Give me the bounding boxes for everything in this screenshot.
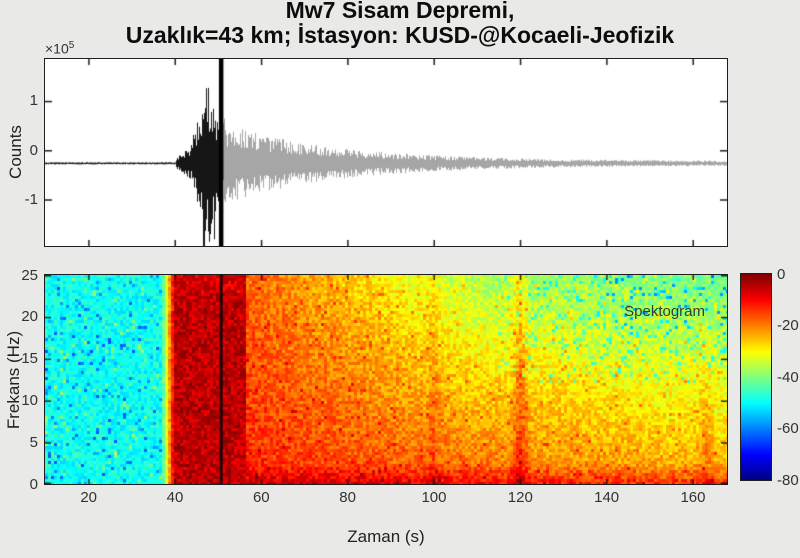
waveform-ylabel: Counts bbox=[6, 125, 25, 179]
spectrogram-xtick-label: 20 bbox=[80, 489, 97, 506]
exponent-power: 5 bbox=[68, 40, 75, 51]
colorbar-tick-label: -80 bbox=[777, 471, 799, 489]
spectrogram-ylabel: Frekans (Hz) bbox=[4, 330, 23, 430]
spectrogram-plot bbox=[44, 274, 728, 485]
title-line-2: Uzaklık=43 km; İstasyon: KUSD-@Kocaeli-J… bbox=[125, 22, 675, 48]
x-axis-label: Zaman (s) bbox=[347, 527, 425, 546]
y-axis-exponent: ×105 bbox=[45, 40, 74, 57]
colorbar-canvas bbox=[741, 274, 771, 480]
spectrogram-ytick-label: 20 bbox=[21, 308, 38, 326]
spectrogram-xtick-label: 160 bbox=[680, 489, 706, 506]
spectrogram-ytick-label: 25 bbox=[21, 266, 38, 284]
spectrogram-xtick-label: 60 bbox=[252, 489, 270, 506]
waveform-canvas bbox=[45, 59, 727, 246]
title-line-1: Mw7 Sisam Depremi, bbox=[285, 0, 515, 23]
exponent-base: ×10 bbox=[45, 40, 69, 57]
colorbar bbox=[740, 273, 772, 481]
spectrogram-xtick-label: 100 bbox=[421, 489, 447, 506]
colorbar-tick-label: -20 bbox=[777, 317, 799, 334]
spectrogram-canvas bbox=[45, 275, 727, 484]
spectrogram-xtick-label: 120 bbox=[507, 489, 533, 506]
waveform-ytick-label: -1 bbox=[24, 190, 38, 208]
colorbar-tick-label: 0 bbox=[777, 265, 786, 283]
spectrogram-ytick-label: 5 bbox=[29, 433, 38, 451]
spectrogram-annotation: Spektogram bbox=[624, 303, 705, 320]
colorbar-tick-label: -40 bbox=[777, 368, 799, 386]
spectrogram-xtick-label: 80 bbox=[339, 489, 356, 506]
colorbar-tick-label: -60 bbox=[777, 420, 799, 437]
spectrogram-xtick-label: 140 bbox=[594, 489, 620, 506]
spectrogram-ytick-label: 0 bbox=[29, 475, 38, 493]
figure-title: Mw7 Sisam Depremi, Uzaklık=43 km; İstasy… bbox=[0, 0, 800, 48]
spectrogram-xtick-label: 40 bbox=[166, 489, 184, 506]
waveform-ytick-label: 1 bbox=[29, 92, 38, 110]
waveform-plot bbox=[44, 58, 728, 247]
